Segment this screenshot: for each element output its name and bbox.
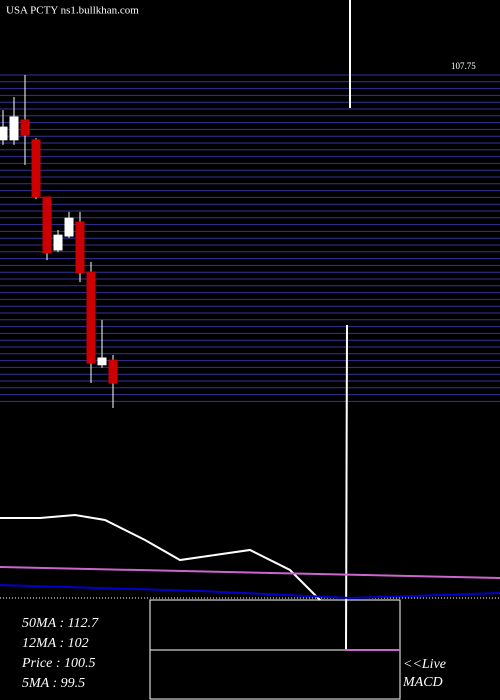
stat-label: 5MA : 99.5 bbox=[22, 676, 85, 691]
candle-body bbox=[97, 357, 107, 366]
stat-label: 12MA : 102 bbox=[22, 636, 89, 651]
candle-body bbox=[20, 119, 30, 136]
candle-body bbox=[108, 359, 118, 384]
indicator-line bbox=[0, 566, 500, 580]
live-note: <<Live bbox=[403, 657, 446, 672]
candle-body bbox=[42, 196, 52, 254]
candle-body bbox=[75, 221, 85, 274]
candle-body bbox=[64, 217, 74, 237]
candle-body bbox=[53, 234, 63, 251]
chart-title: USA PCTY ns1.bullkhan.com bbox=[6, 5, 139, 17]
indicator-line bbox=[0, 514, 321, 601]
y-tick-label: 107.75 bbox=[451, 61, 476, 71]
candle-body bbox=[0, 126, 8, 141]
macd-note: MACD bbox=[402, 675, 443, 690]
candle-body bbox=[31, 139, 41, 198]
candle-body bbox=[86, 271, 96, 364]
divider bbox=[345, 324, 348, 651]
candle-body bbox=[9, 116, 19, 141]
indicator-line bbox=[0, 584, 500, 599]
stat-label: 50MA : 112.7 bbox=[22, 616, 99, 631]
stat-label: Price : 100.5 bbox=[21, 656, 95, 671]
